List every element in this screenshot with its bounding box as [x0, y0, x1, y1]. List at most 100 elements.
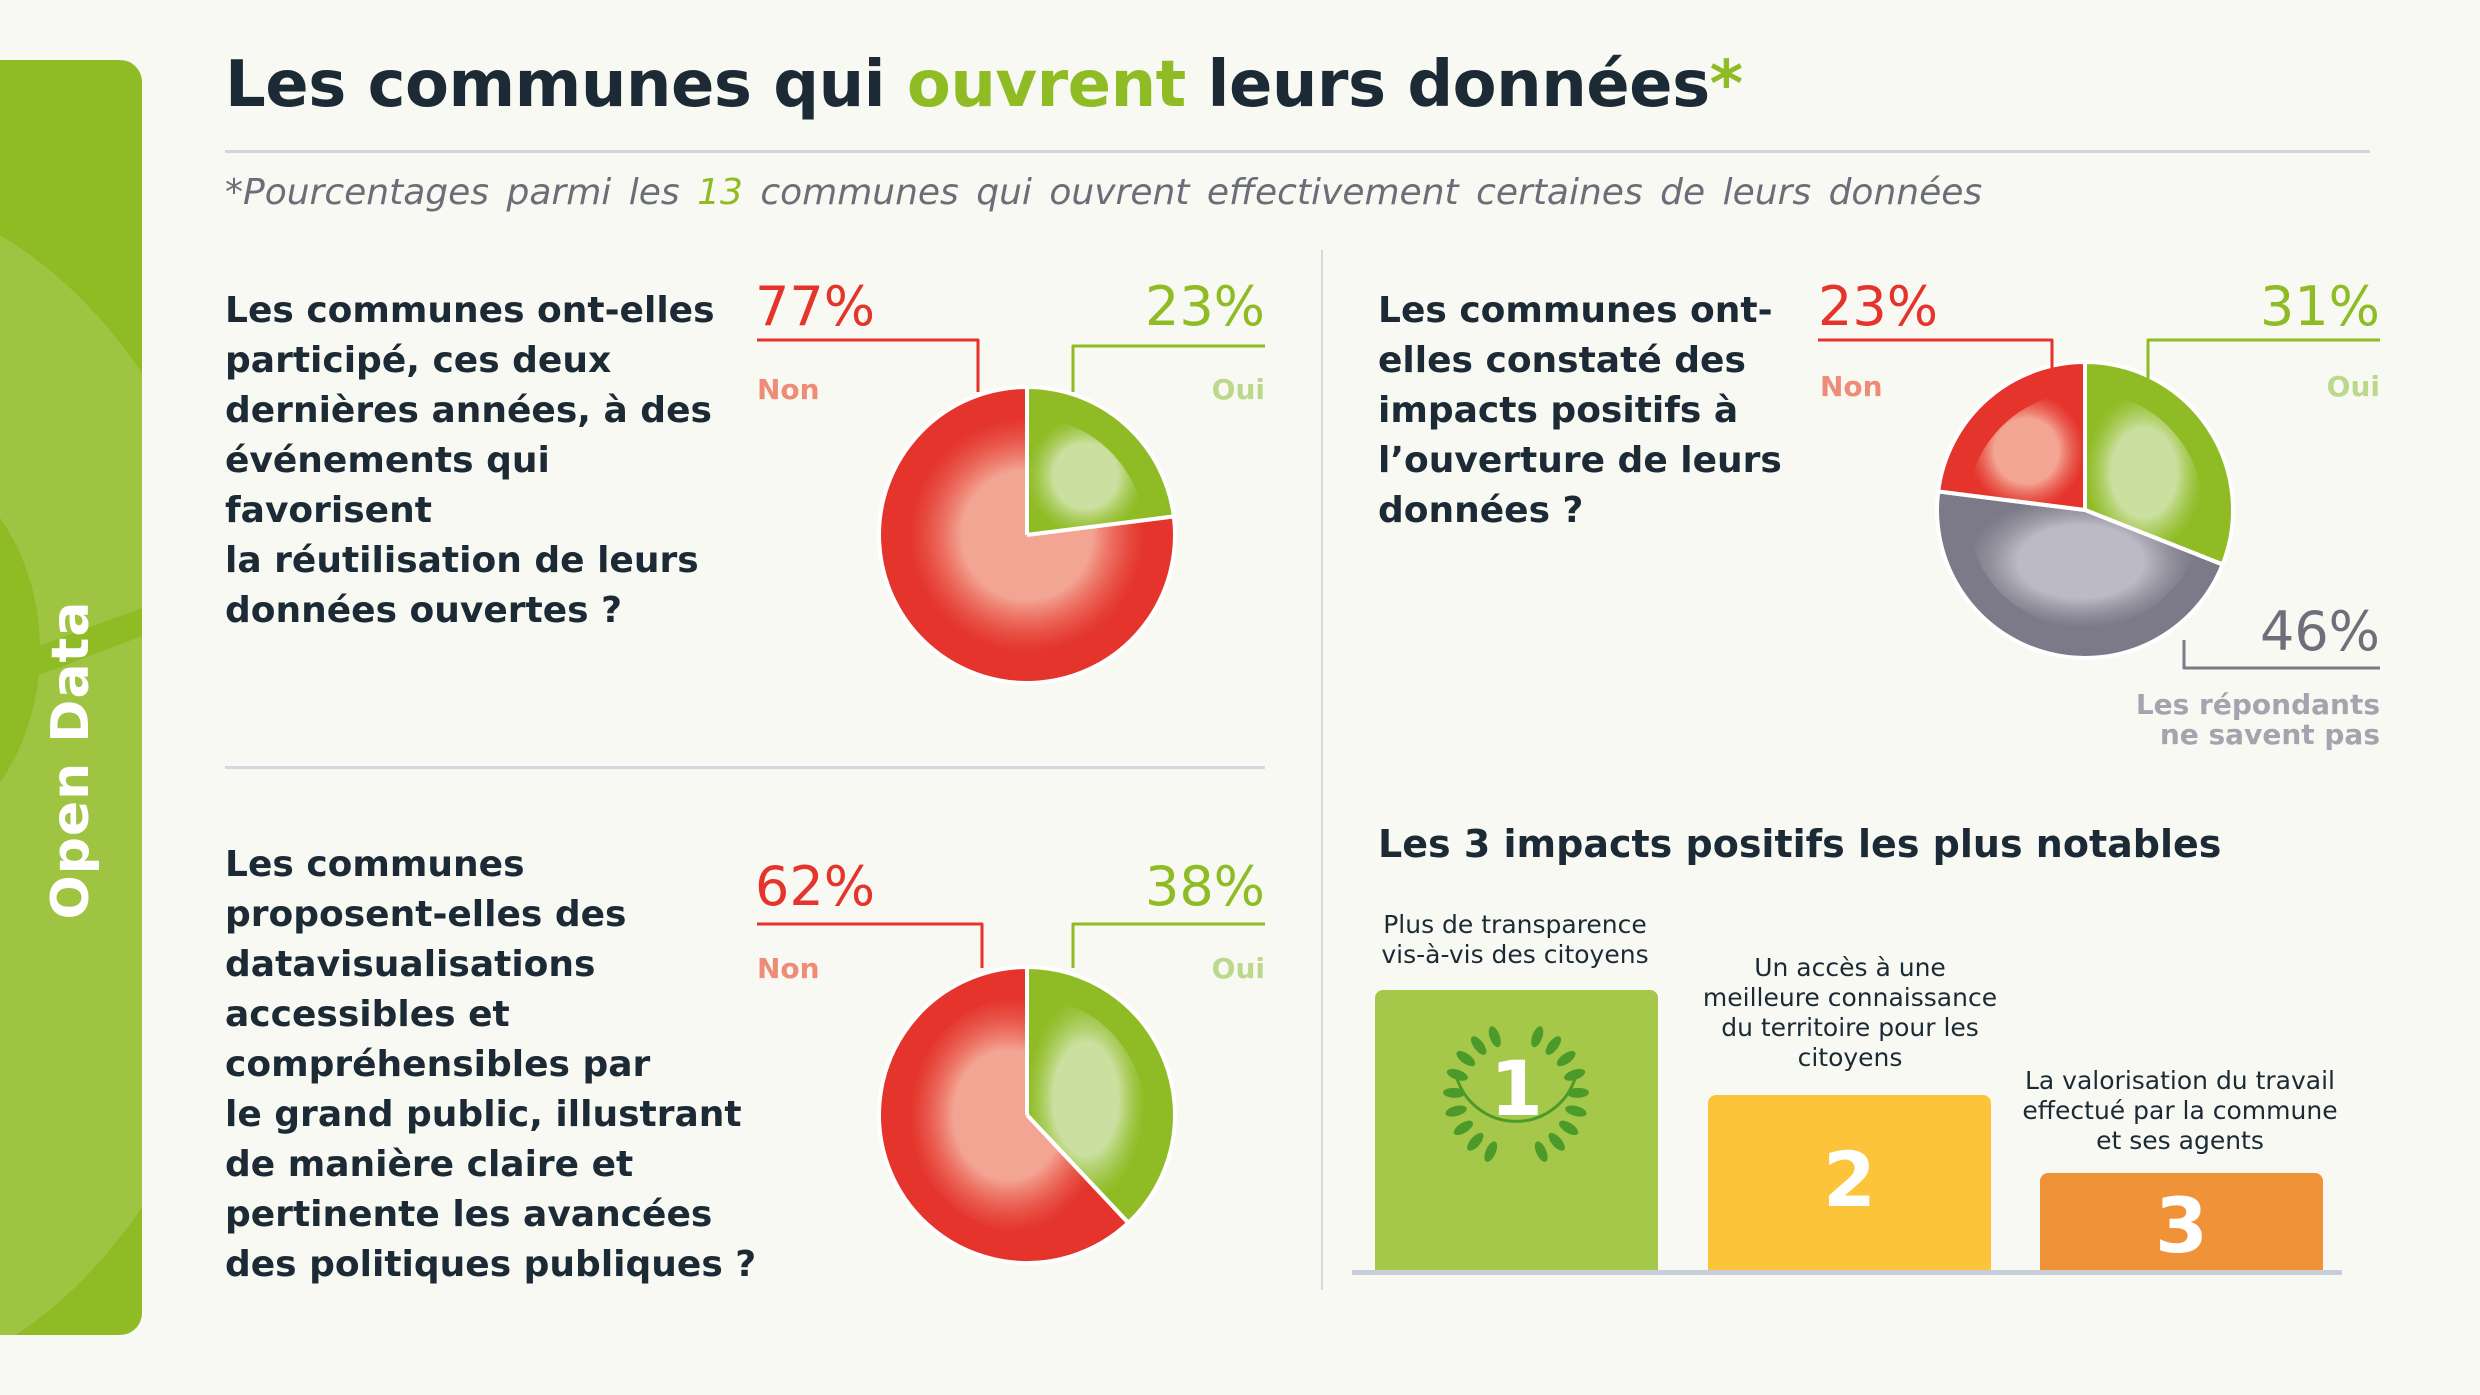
question-line: elles constaté des	[1378, 340, 1746, 381]
pie-separator	[1937, 489, 2086, 512]
chart2-oui-pct: 31%	[2259, 275, 2380, 338]
chart2-non-label: Non	[1820, 370, 1883, 403]
question-line: accessibles et	[225, 994, 510, 1035]
podium-rank-3: 3	[2155, 1181, 2208, 1270]
subtitle-text: *Pourcentages parmi les	[225, 172, 698, 213]
pie-slice-inner-grey	[1966, 495, 2195, 629]
laurel-leaf	[1445, 1105, 1467, 1117]
pie-separator	[1026, 514, 1175, 537]
title-part: Les communes qui	[225, 48, 907, 122]
pie-slice-inner-red	[1967, 392, 2085, 510]
podium-bar-3: 3	[2040, 1173, 2323, 1272]
chart1-oui-label: Oui	[1211, 373, 1265, 406]
podium-caption-line: et ses agents	[2096, 1126, 2264, 1155]
question-line: données ouvertes ?	[225, 590, 623, 631]
podium-rank-2: 2	[1823, 1135, 1876, 1224]
chart1-non-pct: 77%	[755, 275, 876, 338]
podium-caption-1: Plus de transparence vis-à-vis des citoye…	[1360, 910, 1670, 970]
pie-separator	[2084, 508, 2224, 567]
chart3-oui-leader	[1071, 922, 1265, 968]
chart1-non-leader	[757, 338, 980, 392]
laurel-leaf	[1453, 1120, 1474, 1136]
podium-rank-1: 1	[1490, 1044, 1543, 1133]
subtitle: *Pourcentages parmi les 13 communes qui …	[225, 172, 1982, 213]
chart2-unknown-label: Les répondants ne savent pas	[2135, 688, 2380, 751]
chart2-unknown-leader	[2182, 640, 2380, 670]
laurel-leaf	[1531, 1026, 1544, 1048]
laurel-leaf	[1566, 1087, 1589, 1098]
chart2-oui-leader	[2146, 338, 2380, 395]
podium-bar-1: 1	[1375, 990, 1658, 1272]
subtitle-count: 13	[697, 172, 743, 213]
podium-bar-2: 2	[1708, 1095, 1991, 1272]
horizontal-divider	[225, 766, 1265, 769]
question-line: impacts positifs à	[1378, 390, 1739, 431]
question-line: l’ouverture de leurs	[1378, 440, 1782, 481]
question-line: datavisualisations	[225, 944, 596, 985]
chart1-oui-leader	[1071, 344, 1265, 392]
laurel-icon	[1443, 1026, 1589, 1162]
laurel-leaf	[1565, 1105, 1587, 1117]
podium-caption-line: vis-à-vis des citoyens	[1381, 940, 1649, 969]
pie-slice-inner-red	[909, 997, 1108, 1233]
question-1: Les communes ont-elles participé, ces deu…	[225, 286, 745, 636]
pie-slice-inner-green	[2085, 392, 2204, 554]
chart1-oui-pct: 23%	[1144, 275, 1265, 338]
question-line: des politiques publiques ?	[225, 1244, 757, 1285]
laurel-leaf	[1556, 1050, 1576, 1067]
chart2-unknown-pct: 46%	[2259, 600, 2380, 663]
question-line: proposent-elles des	[225, 894, 627, 935]
chart3-non-leader	[757, 922, 984, 968]
laurel-stem	[1454, 1074, 1578, 1123]
title-rule	[225, 150, 2370, 153]
podium-title: Les 3 impacts positifs les plus notables	[1378, 822, 2222, 866]
question-line: compréhensibles par	[225, 1044, 651, 1085]
chart3-non-label: Non	[757, 952, 820, 985]
podium-caption-line: meilleure connaissance	[1702, 983, 1998, 1012]
title-asterisk: *	[1709, 48, 1743, 122]
question-line: Les communes ont-	[1378, 290, 1773, 331]
podium-caption-line: Plus de transparence	[1383, 910, 1647, 939]
question-line: dernières années, à des	[225, 390, 712, 431]
chart2-non-leader	[1818, 338, 2054, 385]
chart2-non-pct: 23%	[1818, 275, 1939, 338]
sidebar: Open Data	[0, 60, 142, 1335]
question-3: Les communes proposent-elles des datavisua…	[225, 840, 765, 1290]
pie-slice-inner-green	[1027, 417, 1145, 535]
laurel-leaf	[1534, 1141, 1548, 1162]
laurel-leaf	[1545, 1036, 1562, 1055]
question-line: Les communes	[225, 844, 525, 885]
subtitle-text: communes qui ouvrent effectivement certa…	[742, 172, 1983, 213]
chart3-oui-label: Oui	[1211, 952, 1265, 985]
vertical-divider	[1321, 250, 1323, 1290]
question-line: événements qui favorisent	[225, 440, 550, 531]
podium-baseline	[1352, 1270, 2342, 1275]
podium-caption-line: effectué par la commune	[2022, 1096, 2338, 1125]
podium-caption-line: La valorisation du travail	[2024, 1066, 2336, 1095]
laurel-leaf	[1548, 1132, 1565, 1151]
question-line: données ?	[1378, 490, 1584, 531]
question-line: Les communes ont-elles	[225, 290, 715, 331]
pie-separator	[1025, 1113, 1130, 1225]
question-line: la réutilisation de leurs	[225, 540, 699, 581]
pie-slice-inner-green	[1027, 997, 1145, 1202]
question-line: de manière claire et	[225, 1144, 634, 1185]
laurel-leaf	[1456, 1050, 1476, 1067]
title-accent: ouvrent	[906, 48, 1186, 122]
chart1-non-label: Non	[757, 373, 820, 406]
laurel-leaf	[1484, 1141, 1498, 1162]
title-part: leurs données	[1185, 48, 1711, 122]
page-title: Les communes qui ouvrent leurs données*	[225, 48, 1743, 122]
chart3-non-pct: 62%	[755, 855, 876, 918]
question-line: participé, ces deux	[225, 340, 612, 381]
laurel-leaf	[1558, 1120, 1579, 1136]
question-line: le grand public, illustrant	[225, 1094, 742, 1135]
podium-caption-3: La valorisation du travail effectué par l…	[2020, 1066, 2340, 1156]
podium-caption-line: citoyens	[1797, 1043, 1903, 1072]
podium-caption-2: Un accès à une meilleure connaissance du t…	[1690, 953, 2010, 1073]
question-line: pertinente les avancées	[225, 1194, 713, 1235]
podium-caption-line: du territoire pour les	[1721, 1013, 1979, 1042]
podium-caption-line: Un accès à une	[1754, 953, 1946, 982]
sidebar-decoration	[0, 235, 142, 1335]
